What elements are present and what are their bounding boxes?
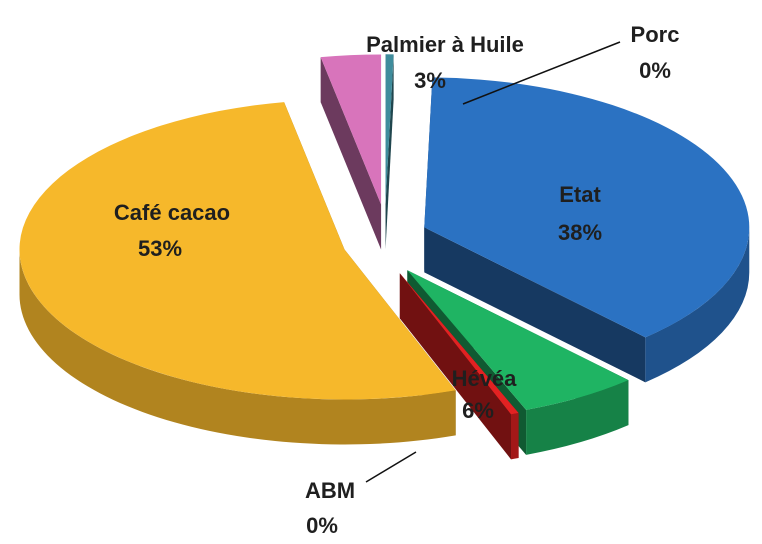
slice-side	[645, 227, 750, 383]
slice-edge	[320, 57, 382, 250]
slice-name: Porc	[631, 22, 680, 47]
slice-name: Etat	[559, 182, 601, 207]
slice-edge	[424, 227, 646, 383]
slice	[399, 273, 519, 415]
slice-side	[19, 249, 456, 445]
slice-value-label: 6%	[462, 398, 494, 423]
leader-line	[462, 41, 621, 105]
slice-side	[526, 380, 629, 455]
slice-value-label: 53%	[138, 236, 182, 261]
slice-side	[511, 413, 519, 460]
slice-value-label: 3%	[414, 68, 446, 93]
slice-value-label: 38%	[558, 220, 602, 245]
slice-name: Hévéa	[452, 366, 518, 391]
slice	[407, 270, 629, 410]
slice-value-label: 0%	[306, 513, 338, 538]
slice-name: Café cacao	[114, 200, 230, 225]
slice-name: Palmier à Huile	[366, 32, 524, 57]
slice-name: ABM	[305, 478, 355, 503]
slice-edge	[385, 54, 394, 250]
slice	[424, 77, 750, 338]
slice-edge	[399, 273, 512, 460]
slice	[385, 54, 394, 205]
leader-line	[365, 451, 417, 483]
slice	[320, 54, 382, 205]
slice-value-label: 0%	[639, 58, 671, 83]
slice	[19, 102, 456, 400]
